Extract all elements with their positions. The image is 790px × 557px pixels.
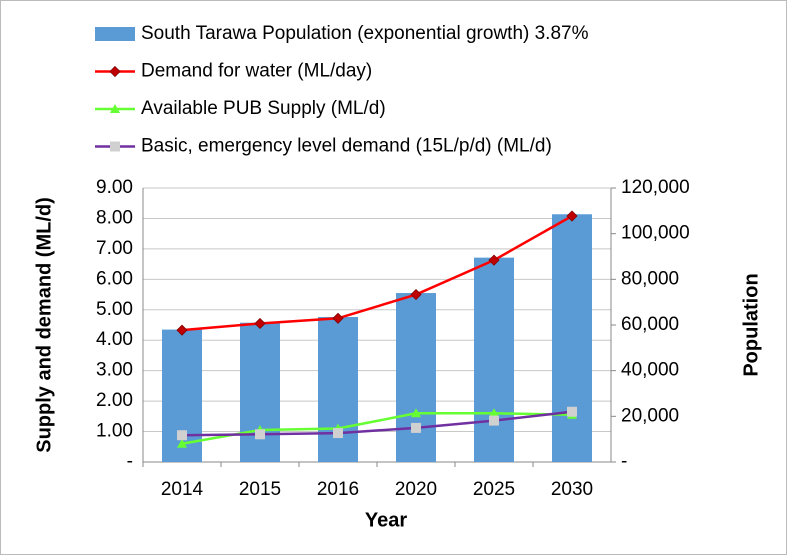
- y2-axis-title: Population: [740, 273, 762, 376]
- bar: [396, 293, 436, 462]
- x-tick-label: 2014: [161, 479, 204, 500]
- legend-label: Basic, emergency level demand (15L/p/d) …: [141, 136, 552, 157]
- marker: [177, 438, 187, 448]
- marker: [176, 324, 188, 336]
- marker: [410, 288, 422, 301]
- marker: [489, 408, 499, 418]
- marker: [411, 422, 421, 433]
- y2-tick-label: 120,000: [621, 177, 690, 198]
- y2-tick-label: 40,000: [621, 360, 679, 381]
- marker: [177, 430, 187, 441]
- bar: [318, 317, 358, 462]
- y2-tick-label: 80,000: [621, 268, 679, 289]
- marker: [567, 406, 577, 417]
- x-tick-label: 2020: [395, 479, 437, 500]
- y2-tick-label: 100,000: [621, 223, 690, 244]
- y-tick-label: 7.00: [96, 238, 133, 259]
- legend-label: South Tarawa Population (exponential gro…: [141, 23, 589, 44]
- y-tick-label: 5.00: [96, 299, 133, 320]
- x-tick-label: 2030: [551, 479, 593, 500]
- legend-swatch: [95, 27, 135, 41]
- y2-tick-label: 60,000: [621, 314, 679, 335]
- line: [181, 410, 573, 437]
- marker: [489, 415, 499, 426]
- marker: [254, 317, 266, 330]
- x-axis-title: Year: [365, 509, 407, 531]
- bar: [474, 257, 514, 462]
- y2-tick-label: -: [621, 451, 627, 472]
- y-tick-label: 8.00: [96, 207, 133, 228]
- y-tick-label: 4.00: [96, 329, 133, 350]
- legend-label: Demand for water (ML/day): [141, 61, 372, 82]
- bar: [240, 322, 280, 462]
- marker: [333, 428, 343, 439]
- marker: [488, 254, 500, 266]
- marker: [109, 65, 121, 78]
- line: [181, 214, 573, 332]
- bar: [552, 214, 592, 462]
- y2-tick-label: 20,000: [621, 405, 679, 426]
- marker: [110, 141, 120, 152]
- marker: [332, 312, 344, 324]
- marker: [255, 429, 265, 440]
- y-tick-label: 2.00: [96, 390, 133, 411]
- legend-label: Available PUB Supply (ML/d): [141, 98, 386, 119]
- line: [181, 412, 573, 445]
- y-tick-label: 1.00: [96, 421, 133, 442]
- y-tick-label: -: [127, 451, 133, 472]
- x-tick-label: 2016: [317, 479, 359, 500]
- y-axis-title: Supply and demand (ML/d): [33, 197, 55, 453]
- y-tick-label: 3.00: [96, 360, 133, 381]
- y-tick-label: 6.00: [96, 268, 133, 289]
- marker: [110, 104, 120, 113]
- marker: [566, 210, 578, 222]
- y-tick-label: 9.00: [96, 177, 133, 198]
- x-tick-label: 2015: [239, 479, 281, 500]
- marker: [411, 408, 421, 418]
- x-tick-label: 2025: [473, 479, 515, 500]
